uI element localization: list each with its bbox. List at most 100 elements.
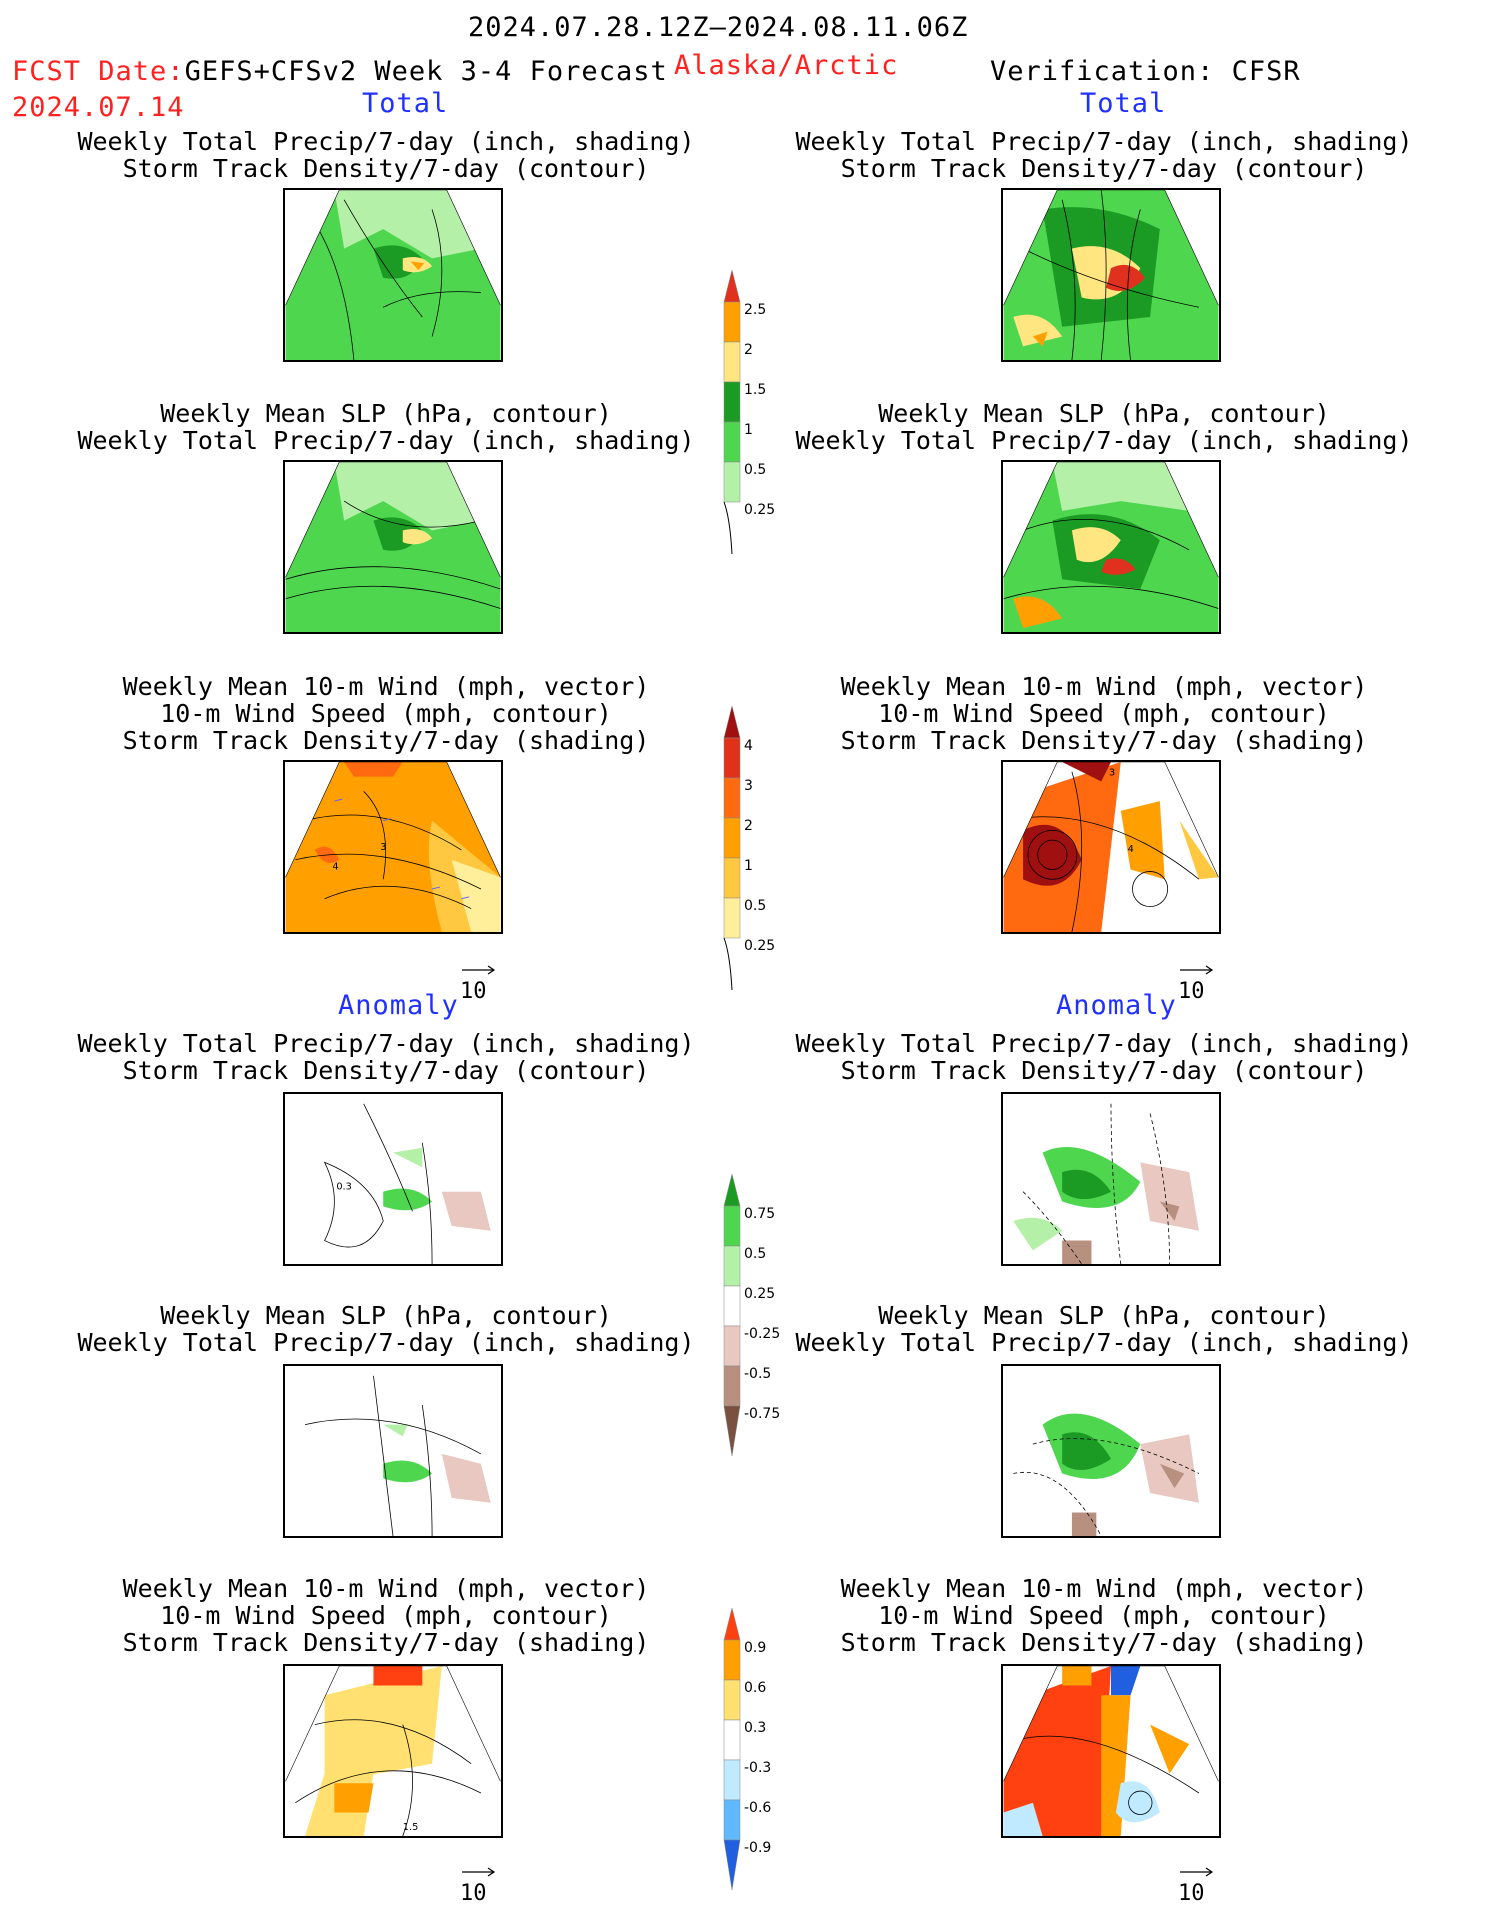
title-line: Weekly Total Precip/7-day (inch, shading… [77,1328,695,1357]
map-wind-storm-fcst: 3 4 [283,760,503,934]
title-line: Weekly Mean 10-m Wind (mph, vector) [122,1574,650,1603]
title-line: Weekly Mean SLP (hPa, contour) [160,1301,612,1330]
title-line: 10-m Wind Speed (mph, contour) [878,699,1330,728]
title-line: Storm Track Density/7-day (shading) [122,726,650,755]
colorbar-label: -0.3 [744,1760,772,1776]
colorbar-label: 0.6 [744,1680,767,1696]
arrow-icon [1180,965,1214,975]
vector-ref-label: 10 [1178,979,1205,1004]
colorbar-label: -0.5 [744,1366,772,1382]
colorbar-label: 1.5 [744,382,767,398]
colorbar-label: 0.5 [744,1246,767,1262]
title-line: Storm Track Density/7-day (shading) [840,1628,1368,1657]
title-wind-storm-obs: Weekly Mean 10-m Wind (mph, vector) 10-m… [744,673,1464,754]
map-precip-total-obs [1001,188,1221,362]
fcst-date: 2024.07.14 [12,92,185,123]
colorbar-label: 0.25 [744,938,776,954]
title-line: Storm Track Density/7-day (contour) [840,154,1368,183]
colorbar-label: 1 [744,858,753,874]
section-anomaly-left: Anomaly [338,990,459,1021]
arrow-icon [1180,1867,1214,1877]
map-wind-storm-anom-fcst: 1.5 [283,1664,503,1838]
vector-ref-label: 10 [460,979,487,1004]
title-line: Storm Track Density/7-day (contour) [122,1056,650,1085]
colorbar-label: 0.25 [744,502,776,518]
title-line: 10-m Wind Speed (mph, contour) [160,699,612,728]
wind-contour-label: 1.5 [403,1822,419,1833]
title-slp-precip-fcst: Weekly Mean SLP (hPa, contour) Weekly To… [26,400,746,454]
colorbar-label: 2 [744,342,753,358]
precip-contour-label: 0.3 [336,1182,352,1193]
colorbar-label: 2.5 [744,302,767,318]
colorbar-label: 0.5 [744,898,767,914]
title-line: Weekly Total Precip/7-day (inch, shading… [795,1029,1413,1058]
map-wind-storm-obs: 3 4 [1001,760,1221,934]
title-line: Weekly Mean SLP (hPa, contour) [878,399,1330,428]
title-line: Weekly Mean SLP (hPa, contour) [160,399,612,428]
section-anomaly-right: Anomaly [1056,990,1177,1021]
region-label: Alaska/Arctic [674,50,899,81]
vector-ref-fcst-anom: 10 [460,1862,500,1906]
map-precip-total-fcst [283,188,503,362]
section-total-right: Total [1080,88,1167,119]
colorbar-label: -0.75 [744,1406,781,1422]
title-precip-storm-obs: Weekly Total Precip/7-day (inch, shading… [744,128,1464,182]
title-line: Storm Track Density/7-day (contour) [122,154,650,183]
section-total-left: Total [362,88,449,119]
title-wind-storm-fcst: Weekly Mean 10-m Wind (mph, vector) 10-m… [26,673,746,754]
map-slp-precip-fcst [283,460,503,634]
title-line: Weekly Total Precip/7-day (inch, shading… [77,127,695,156]
title-line: Weekly Total Precip/7-day (inch, shading… [795,1328,1413,1357]
colorbar-storm-total: 4 3 2 1 0.5 0.25 [722,704,802,994]
title-line: Weekly Total Precip/7-day (inch, shading… [795,426,1413,455]
fcst-date-label: FCST Date: [12,56,185,87]
map-slp-precip-anom-obs [1001,1364,1221,1538]
colorbar-label: 4 [744,738,753,754]
map-precip-anom-obs [1001,1092,1221,1266]
colorbar-label: 0.9 [744,1640,767,1656]
colorbar-label: 1 [744,422,753,438]
title-line: Weekly Mean 10-m Wind (mph, vector) [840,1574,1368,1603]
title-line: 10-m Wind Speed (mph, contour) [878,1601,1330,1630]
title-line: Weekly Total Precip/7-day (inch, shading… [795,127,1413,156]
colorbar-label: 0.25 [744,1286,776,1302]
vector-ref-obs-anom: 10 [1178,1862,1218,1906]
map-precip-anom-fcst: 0.3 [283,1092,503,1266]
title-precip-storm-anom-fcst: Weekly Total Precip/7-day (inch, shading… [26,1030,746,1084]
title-line: Weekly Mean SLP (hPa, contour) [878,1301,1330,1330]
vector-ref-obs-total: 10 [1178,960,1218,1004]
title-slp-precip-anom-fcst: Weekly Mean SLP (hPa, contour) Weekly To… [26,1302,746,1356]
colorbar-label: 2 [744,818,753,834]
vector-ref-label: 10 [1178,1881,1205,1906]
title-wind-storm-anom-fcst: Weekly Mean 10-m Wind (mph, vector) 10-m… [26,1575,746,1656]
colorbar-label: -0.6 [744,1800,772,1816]
vector-ref-label: 10 [460,1881,487,1906]
storm-contour-label: 3 [380,842,386,853]
title-line: Weekly Total Precip/7-day (inch, shading… [77,1029,695,1058]
title-wind-storm-anom-obs: Weekly Mean 10-m Wind (mph, vector) 10-m… [744,1575,1464,1656]
map-slp-precip-anom-fcst [283,1364,503,1538]
arrow-icon [462,1867,496,1877]
title-slp-precip-obs: Weekly Mean SLP (hPa, contour) Weekly To… [744,400,1464,454]
title-slp-precip-anom-obs: Weekly Mean SLP (hPa, contour) Weekly To… [744,1302,1464,1356]
storm-contour-label: 4 [1128,844,1134,855]
forecast-info: FCST Date:GEFS+CFSv2 Week 3-4 Forecast [12,56,668,87]
period-title: 2024.07.28.12Z–2024.08.11.06Z [468,12,969,43]
colorbar-precip-total: 2.5 2 1.5 1 0.5 0.25 [722,268,802,558]
colorbar-label: 0.75 [744,1206,776,1222]
title-line: Weekly Mean 10-m Wind (mph, vector) [122,672,650,701]
map-slp-precip-obs [1001,460,1221,634]
colorbar-label: -0.9 [744,1840,772,1856]
colorbar-label: 0.5 [744,462,767,478]
colorbar-label: -0.25 [744,1326,781,1342]
colorbar-label: 0.3 [744,1720,767,1736]
verification-label: Verification: CFSR [990,56,1301,87]
vector-ref-fcst-total: 10 [460,960,500,1004]
title-precip-storm-fcst: Weekly Total Precip/7-day (inch, shading… [26,128,746,182]
colorbar-label: 3 [744,778,753,794]
title-line: Weekly Total Precip/7-day (inch, shading… [77,426,695,455]
model-name: GEFS+CFSv2 Week 3-4 Forecast [184,56,668,87]
title-precip-storm-anom-obs: Weekly Total Precip/7-day (inch, shading… [744,1030,1464,1084]
colorbar-precip-anom: 0.75 0.5 0.25 -0.25 -0.5 -0.75 [722,1172,812,1472]
title-line: Storm Track Density/7-day (shading) [840,726,1368,755]
